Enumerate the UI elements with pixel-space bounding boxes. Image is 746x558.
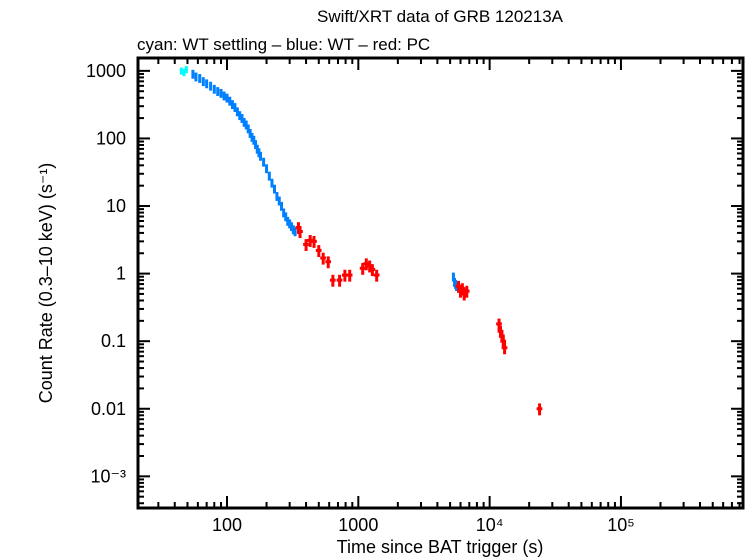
data-point — [254, 140, 258, 150]
y-tick-label: 0.01 — [91, 399, 126, 419]
data-point — [228, 96, 232, 106]
y-tick-label: 0.1 — [101, 331, 126, 351]
data-point — [194, 72, 198, 82]
data-point — [259, 151, 263, 161]
data-point — [205, 79, 209, 89]
data-point — [279, 201, 283, 211]
data-point — [273, 184, 277, 194]
data-point — [303, 239, 309, 251]
data-point — [359, 262, 366, 275]
data-point — [191, 69, 195, 79]
x-tick-label: 100 — [212, 515, 242, 535]
data-points — [179, 66, 543, 416]
x-tick-label: 10⁵ — [607, 515, 634, 535]
data-point — [293, 227, 297, 237]
data-point — [184, 66, 189, 74]
axis-ticks: 100 1000 10⁴ 10⁵ 1000 100 10 1 0.1 0.01 10⁻³ — [86, 58, 743, 535]
data-point — [198, 74, 202, 83]
y-axis-label: Count Rate (0.3–10 keV) (s⁻¹) — [36, 163, 56, 404]
data-point — [219, 88, 223, 98]
data-point — [230, 100, 234, 110]
data-point — [341, 269, 348, 282]
data-point — [216, 87, 220, 96]
y-tick-label: 100 — [96, 128, 126, 148]
data-point — [363, 258, 370, 271]
data-point — [246, 124, 250, 134]
data-point — [275, 192, 279, 201]
data-point — [315, 245, 322, 258]
data-point — [336, 274, 343, 287]
data-point — [501, 342, 508, 355]
data-point — [265, 164, 269, 174]
data-point — [233, 103, 237, 112]
data-point — [373, 269, 380, 282]
data-point — [252, 135, 256, 145]
data-point — [536, 403, 543, 416]
data-point — [235, 107, 239, 117]
data-point — [311, 236, 317, 248]
data-point — [369, 264, 376, 277]
data-point — [320, 252, 326, 265]
data-point — [267, 171, 271, 181]
data-point — [325, 256, 332, 269]
data-point — [346, 269, 353, 282]
data-point — [277, 196, 281, 206]
data-point — [212, 84, 216, 94]
x-tick-label: 10⁴ — [476, 515, 504, 535]
data-point — [284, 212, 288, 222]
data-point — [329, 274, 336, 287]
data-point — [201, 77, 205, 87]
y-tick-label: 10⁻³ — [90, 466, 126, 486]
y-tick-label: 1000 — [86, 61, 126, 81]
data-point — [270, 178, 274, 188]
data-point — [222, 91, 226, 101]
x-axis-label: Time since BAT trigger (s) — [337, 537, 544, 557]
data-point — [463, 285, 470, 298]
y-tick-label: 10 — [106, 196, 126, 216]
data-point — [209, 81, 213, 91]
y-tick-label: 1 — [116, 264, 126, 284]
data-point — [262, 157, 266, 167]
chart-title: Swift/XRT data of GRB 120213A — [317, 7, 564, 26]
data-point — [225, 93, 229, 103]
plot-frame — [136, 56, 745, 510]
data-point — [297, 226, 303, 239]
chart-subtitle: cyan: WT settling – blue: WT – red: PC — [137, 35, 430, 54]
x-tick-label: 1000 — [338, 515, 378, 535]
